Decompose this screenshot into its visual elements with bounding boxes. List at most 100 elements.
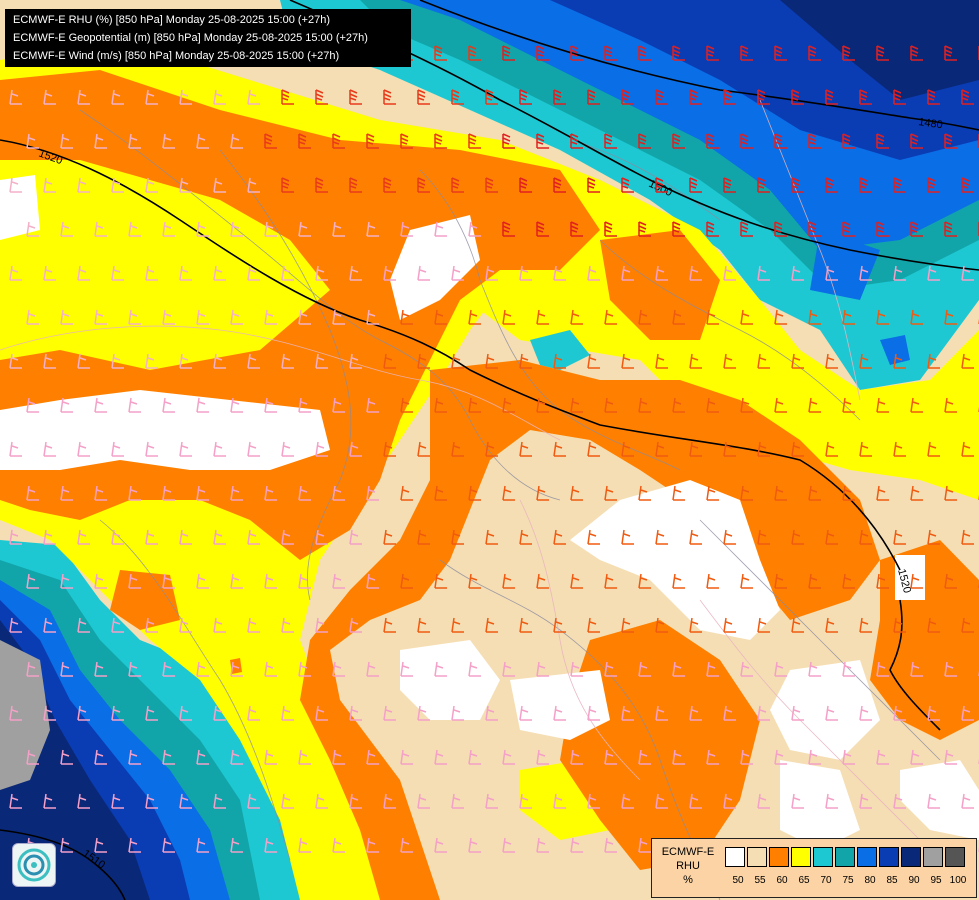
wind-barb	[672, 661, 685, 677]
wind-barb	[162, 397, 175, 413]
wind-barb	[927, 441, 940, 457]
legend-label: 50	[732, 875, 744, 886]
wind-barb	[910, 661, 923, 677]
wind-barb	[604, 661, 617, 677]
wind-barb	[247, 89, 260, 105]
wind-barb	[196, 309, 209, 325]
wind-barb	[927, 265, 940, 281]
wind-barb	[587, 265, 600, 281]
wind-barb	[60, 661, 73, 677]
wind-barb	[706, 309, 719, 325]
wind-barb	[196, 749, 209, 765]
wind-barb	[808, 573, 821, 589]
wind-barb	[9, 265, 22, 281]
wind-barb	[587, 793, 600, 809]
wind-barb	[502, 221, 515, 237]
wind-barb	[825, 177, 838, 193]
wind-barb	[451, 89, 464, 105]
wind-barb	[468, 837, 481, 853]
wind-barb	[723, 705, 736, 721]
wind-barb	[910, 221, 923, 237]
title-rhu: ECMWF-E RHU (%) [850 hPa] Monday 25-08-2…	[13, 14, 331, 26]
wind-barb	[162, 485, 175, 501]
legend-label: 75	[842, 875, 854, 886]
wind-barb	[808, 749, 821, 765]
wind-barb	[502, 837, 515, 853]
wind-barb	[400, 397, 413, 413]
wind-barb	[400, 309, 413, 325]
wind-barb	[315, 705, 328, 721]
wind-barb	[315, 529, 328, 545]
wind-barb	[230, 133, 243, 149]
wind-barb	[672, 573, 685, 589]
wind-barb	[179, 529, 192, 545]
wind-barb	[230, 221, 243, 237]
wind-barb	[264, 133, 277, 149]
wind-barb	[128, 749, 141, 765]
wind-barb	[825, 265, 838, 281]
wind-barb	[247, 353, 260, 369]
legend-swatch	[879, 847, 899, 867]
wind-barb	[859, 265, 872, 281]
wind-barb	[638, 749, 651, 765]
wind-barb	[417, 441, 430, 457]
wind-barb	[179, 89, 192, 105]
wind-barb	[655, 617, 668, 633]
wind-barb	[859, 89, 872, 105]
wind-barb	[825, 617, 838, 633]
wind-barb	[587, 441, 600, 457]
legend-swatch	[747, 847, 767, 867]
wind-barb	[298, 397, 311, 413]
wind-barb	[485, 265, 498, 281]
wind-barb	[689, 617, 702, 633]
wind-barb	[927, 89, 940, 105]
wind-barb	[213, 529, 226, 545]
wind-barb	[808, 45, 821, 61]
wind-barb	[519, 617, 532, 633]
wind-barb	[519, 177, 532, 193]
wind-barb	[383, 705, 396, 721]
legend-unit: %	[683, 874, 693, 886]
legend-label: 80	[864, 875, 876, 886]
wind-barb	[179, 441, 192, 457]
wind-barb	[859, 529, 872, 545]
wind-barb	[876, 221, 889, 237]
wind-barb	[43, 441, 56, 457]
wind-barb	[502, 133, 515, 149]
wind-barb	[825, 529, 838, 545]
wind-barb	[162, 133, 175, 149]
wind-barb	[757, 265, 770, 281]
wind-barb	[349, 89, 362, 105]
wind-barb	[468, 397, 481, 413]
wind-barb	[247, 705, 260, 721]
wind-barb	[502, 573, 515, 589]
wind-barb	[927, 793, 940, 809]
wind-barb	[26, 221, 39, 237]
wind-barb	[519, 89, 532, 105]
wind-barb	[111, 89, 124, 105]
wind-barb	[383, 265, 396, 281]
wind-barb	[502, 45, 515, 61]
wind-barb	[604, 573, 617, 589]
wind-barb	[26, 749, 39, 765]
wind-barb	[638, 661, 651, 677]
wind-barb	[230, 397, 243, 413]
legend-swatch	[857, 847, 877, 867]
wind-barb	[944, 749, 957, 765]
wind-barb	[570, 45, 583, 61]
wind-barb	[417, 353, 430, 369]
legend-swatch	[813, 847, 833, 867]
wind-barb	[757, 529, 770, 545]
wind-barb	[230, 573, 243, 589]
wind-barb	[740, 661, 753, 677]
wind-barb	[230, 309, 243, 325]
legend-label: 60	[776, 875, 788, 886]
wind-barb	[43, 793, 56, 809]
wind-barb	[128, 485, 141, 501]
wind-barb	[587, 353, 600, 369]
wind-barb	[604, 133, 617, 149]
wind-barb	[927, 529, 940, 545]
wind-barb	[740, 573, 753, 589]
contour-1500	[289, 0, 979, 271]
legend-swatch	[923, 847, 943, 867]
